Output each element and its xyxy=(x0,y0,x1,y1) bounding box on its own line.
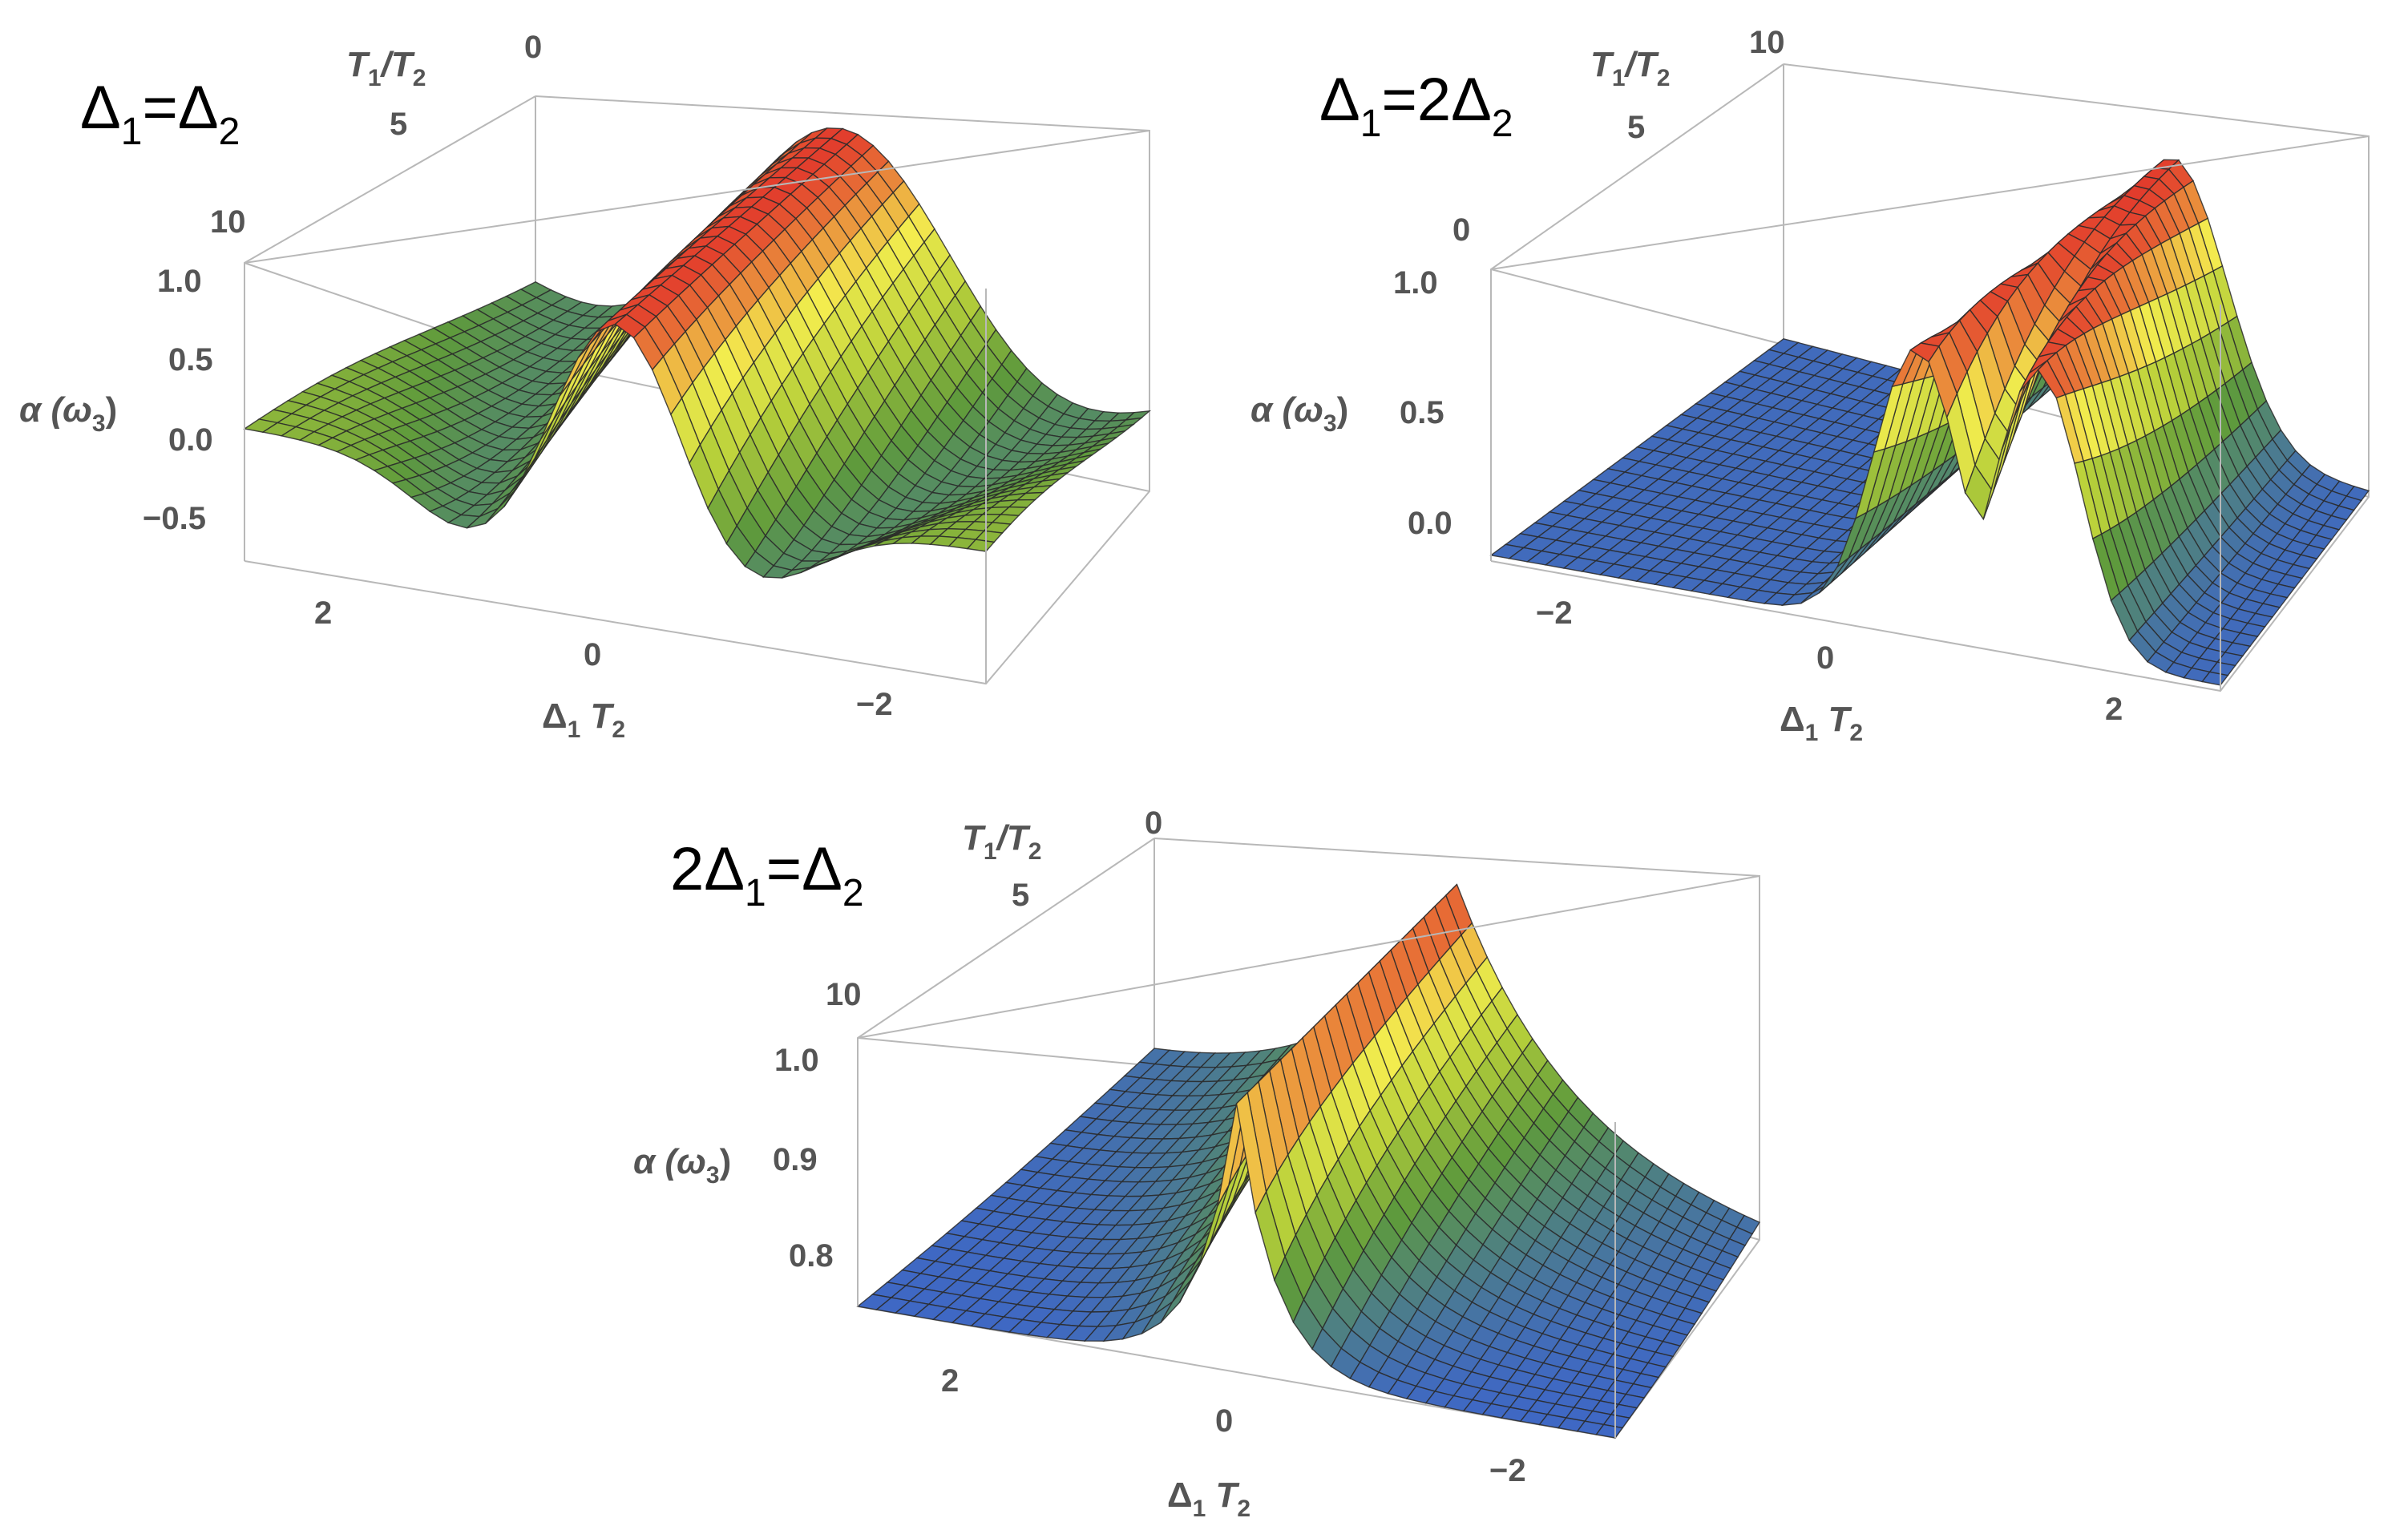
y-axis-label: T1/T2 xyxy=(1590,45,1670,91)
ylabel-slash: /T xyxy=(380,45,415,84)
ylabel-slash: /T xyxy=(996,818,1031,858)
ylabel-t1: T xyxy=(1590,45,1614,84)
y-tick: 0 xyxy=(1145,805,1162,841)
title-eq: =Δ xyxy=(766,835,842,903)
panel-title: 2Δ1=Δ2 xyxy=(670,835,864,914)
xlabel-sub1: 1 xyxy=(1193,1496,1206,1522)
xlabel-t: T xyxy=(1206,1476,1239,1515)
z-axis-label: α (ω3) xyxy=(19,390,117,437)
xlabel-sub2: 2 xyxy=(1849,720,1863,746)
x-tick: 2 xyxy=(2105,692,2123,727)
x-tick: 0 xyxy=(584,637,601,672)
zlabel-sub: 3 xyxy=(1323,410,1337,437)
x-tick: 2 xyxy=(314,595,332,631)
front-box-edges xyxy=(857,838,1760,1438)
x-axis-label: Δ1 T2 xyxy=(1780,700,1863,746)
panel-1: Δ1=Δ2 T1/T2 0 5 10 1.0 0.5 0.0 −0.5 α (ω… xyxy=(19,30,1152,743)
panel-title: Δ1=2Δ2 xyxy=(1319,66,1513,145)
xlabel-sub2: 2 xyxy=(612,717,625,743)
x-tick: 0 xyxy=(1816,640,1834,676)
z-tick: 0.5 xyxy=(168,342,213,377)
title-eq: =2Δ xyxy=(1381,66,1491,134)
zlabel-alpha: α (ω xyxy=(19,390,92,430)
xlabel-delta: Δ xyxy=(1780,700,1805,739)
y-tick: 10 xyxy=(210,204,246,240)
zlabel-sub: 3 xyxy=(706,1162,720,1189)
z-tick: 1.0 xyxy=(774,1043,819,1078)
y-axis-label: T1/T2 xyxy=(962,818,1041,865)
z-tick: 1.0 xyxy=(157,264,202,299)
xlabel-delta: Δ xyxy=(542,696,568,736)
xlabel-t: T xyxy=(580,696,614,736)
ylabel-t1-sub: 1 xyxy=(368,65,382,91)
title-eq: =Δ xyxy=(142,74,218,142)
zlabel-close: ) xyxy=(720,1142,732,1181)
xlabel-sub2: 2 xyxy=(1237,1496,1250,1522)
panel-title: Δ1=Δ2 xyxy=(80,74,240,153)
panel-3: 2Δ1=Δ2 T1/T2 0 5 10 1.0 0.9 0.8 α (ω3) 2… xyxy=(633,805,1761,1522)
y-tick: 5 xyxy=(1627,110,1645,145)
zlabel-close: ) xyxy=(1337,390,1349,430)
ylabel-t1: T xyxy=(346,45,370,84)
xlabel-sub1: 1 xyxy=(568,717,581,743)
title-sub1: 1 xyxy=(121,111,143,153)
title-delta1: Δ xyxy=(80,74,121,142)
x-tick: −2 xyxy=(1489,1453,1526,1488)
z-tick: 0.8 xyxy=(789,1238,834,1274)
y-tick: 0 xyxy=(1452,212,1470,248)
ylabel-slash: /T xyxy=(1624,45,1659,84)
z-tick: 0.0 xyxy=(168,422,213,458)
title-sub1: 1 xyxy=(1360,103,1382,145)
ylabel-t2-sub: 2 xyxy=(1028,838,1042,865)
surface xyxy=(243,127,1152,579)
ylabel-t2-sub: 2 xyxy=(1657,65,1671,91)
ylabel-t2-sub: 2 xyxy=(413,65,426,91)
ylabel-t1: T xyxy=(962,818,986,858)
z-tick: 0.0 xyxy=(1408,506,1452,541)
ylabel-t1-sub: 1 xyxy=(984,838,997,865)
front-box-edges xyxy=(1490,63,2370,691)
title-sub2: 2 xyxy=(1492,103,1513,145)
z-axis-label: α (ω3) xyxy=(1250,390,1348,437)
zlabel-alpha: α (ω xyxy=(1250,390,1323,430)
z-tick: 0.9 xyxy=(773,1142,818,1177)
front-box-edges xyxy=(244,95,1150,684)
z-tick: 0.5 xyxy=(1400,395,1444,430)
x-axis-label: Δ1 T2 xyxy=(1167,1476,1250,1522)
title-sub1: 1 xyxy=(745,872,766,914)
x-tick: 0 xyxy=(1215,1403,1233,1439)
title-sub2: 2 xyxy=(219,111,240,153)
title-2delta1: 2Δ xyxy=(670,835,745,903)
x-tick: 2 xyxy=(941,1363,959,1399)
xlabel-t: T xyxy=(1818,700,1852,739)
z-tick: −0.5 xyxy=(143,501,206,536)
x-tick: −2 xyxy=(856,687,893,722)
zlabel-close: ) xyxy=(106,390,118,430)
y-tick: 5 xyxy=(390,107,407,142)
zlabel-alpha: α (ω xyxy=(633,1142,706,1181)
xlabel-sub1: 1 xyxy=(1805,720,1819,746)
x-tick: −2 xyxy=(1536,595,1573,631)
y-axis-label: T1/T2 xyxy=(346,45,426,91)
title-delta1: Δ xyxy=(1319,66,1360,134)
ylabel-t1-sub: 1 xyxy=(1612,65,1626,91)
x-axis-label: Δ1 T2 xyxy=(542,696,625,743)
panel-2: Δ1=2Δ2 T1/T2 10 5 0 1.0 0.5 0.0 α (ω3) −… xyxy=(1250,25,2370,746)
z-tick: 1.0 xyxy=(1393,265,1438,301)
zlabel-sub: 3 xyxy=(92,410,106,437)
y-tick: 10 xyxy=(1749,25,1785,60)
z-axis-label: α (ω3) xyxy=(633,1142,731,1189)
y-tick: 5 xyxy=(1012,878,1029,913)
y-tick: 0 xyxy=(524,30,542,65)
surface xyxy=(1489,159,2370,686)
title-sub2: 2 xyxy=(842,872,864,914)
xlabel-delta: Δ xyxy=(1167,1476,1193,1515)
surface xyxy=(856,883,1761,1439)
y-tick: 10 xyxy=(826,977,862,1012)
